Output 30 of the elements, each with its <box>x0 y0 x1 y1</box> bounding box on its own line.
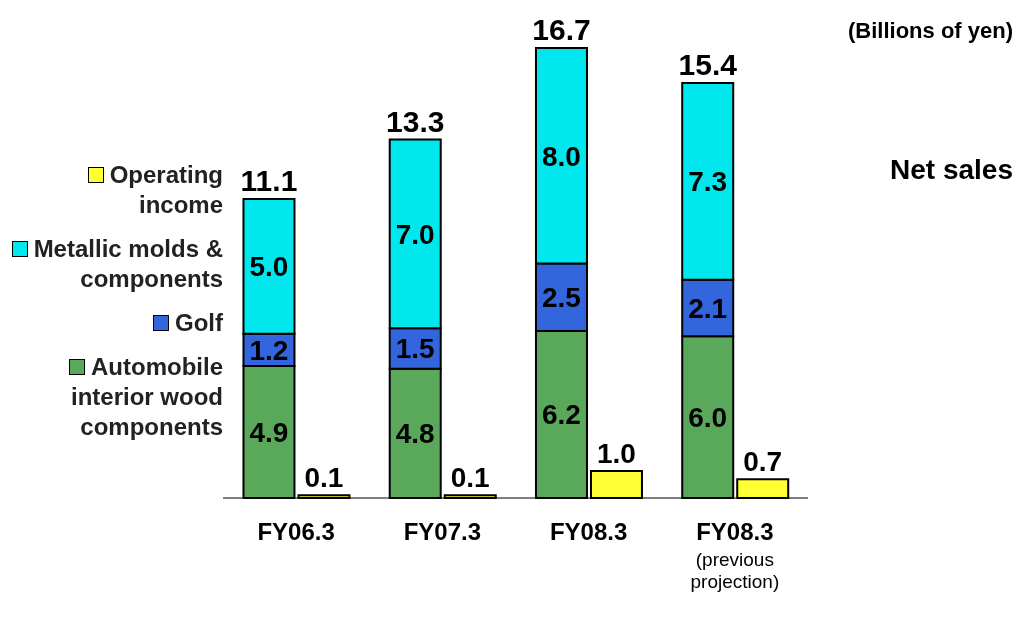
total-label: 13.3 <box>386 104 445 138</box>
data-label: 7.3 <box>688 166 728 198</box>
data-label: 6.0 <box>688 402 728 434</box>
x-tick-label: FY08.3 <box>549 518 628 545</box>
data-label: 2.5 <box>542 282 581 314</box>
x-tick-label: FY08.3 (previous projection) <box>690 518 780 592</box>
total-label: 11.1 <box>240 163 298 197</box>
text: (Billions of yen) <box>847 18 1013 44</box>
data-label: 2.1 <box>688 293 728 325</box>
data-label: 1.2 <box>249 334 289 366</box>
legend-label: Operating income <box>109 161 223 218</box>
data-label: 7.0 <box>395 218 435 250</box>
data-label: 4.9 <box>249 416 289 448</box>
legend-label: Metallic molds & components <box>33 235 223 292</box>
legend-label: Automobile interior wood components <box>71 353 223 440</box>
data-label: 5.0 <box>249 251 289 283</box>
total-label: 15.4 <box>678 48 738 82</box>
data-label: 0.1 <box>450 462 490 494</box>
total-label: 16.7 <box>532 13 591 46</box>
data-label: 0.1 <box>304 462 344 494</box>
data-label: 1.5 <box>395 333 435 365</box>
data-label: 8.0 <box>542 140 581 172</box>
data-label: 0.7 <box>743 446 783 478</box>
text: Net sales <box>889 154 1013 186</box>
x-tick-label: FY06.3 <box>257 518 335 545</box>
data-label: 4.8 <box>395 418 435 450</box>
x-tick-label: FY07.3 <box>403 518 482 545</box>
data-label: 6.2 <box>542 399 581 431</box>
legend-label: Golf <box>175 309 223 336</box>
data-label: 1.0 <box>597 438 636 470</box>
